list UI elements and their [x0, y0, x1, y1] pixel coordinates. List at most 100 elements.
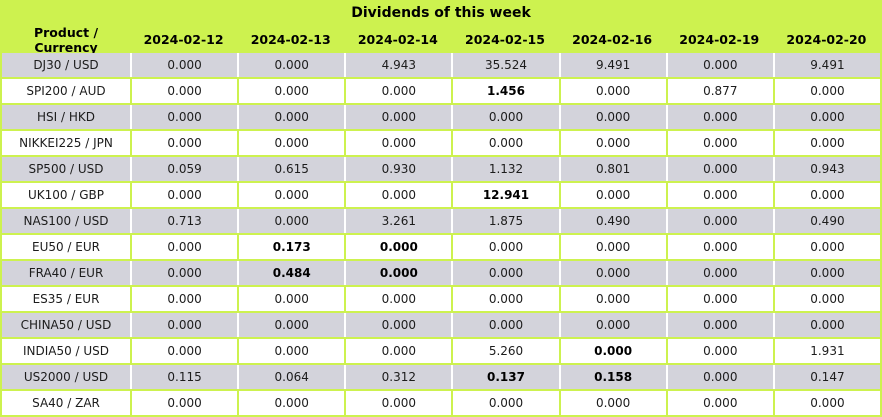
dividend-value-cell: 0.000: [130, 79, 238, 103]
dividend-value-cell: 0.000: [344, 391, 452, 415]
table-row: DJ30 / USD 0.000 0.000 4.943 35.524 9.491 0.00…: [2, 53, 880, 77]
dividend-value-cell: 0.000: [237, 287, 345, 311]
dividend-value-cell: 0.000: [772, 313, 880, 337]
dividend-value-cell: 0.000: [665, 157, 773, 181]
dividend-value-cell: 0.000: [451, 131, 559, 155]
dividend-value-cell: 0.000: [344, 339, 452, 363]
dividend-value-cell: 0.000: [665, 287, 773, 311]
dividend-value-cell: 0.000: [558, 235, 666, 259]
dividend-value-cell: 0.000: [772, 391, 880, 415]
table-row: FRA40 / EUR 0.000 0.484 0.000 0.000 0.000 0.00…: [2, 261, 880, 285]
dividend-value-cell: 0.147: [772, 365, 880, 389]
dividend-value-cell: 0.943: [772, 157, 880, 181]
dividend-value-cell: 0.000: [558, 105, 666, 129]
dividend-value-cell: 0.000: [665, 313, 773, 337]
date-column-header: 2024-02-14: [357, 32, 438, 47]
dividend-value-cell: 0.000: [558, 313, 666, 337]
dividend-value-cell: 0.000: [772, 235, 880, 259]
dividend-value-cell: 0.000: [130, 287, 238, 311]
dividend-value-cell: 0.000: [772, 261, 880, 285]
dividend-value-cell: 0.000: [451, 391, 559, 415]
dividend-value-cell: 0.000: [130, 53, 238, 77]
dividend-value-cell: 5.260: [451, 339, 559, 363]
dividend-value-cell: 0.000: [451, 235, 559, 259]
dividend-value-cell: 0.000: [451, 287, 559, 311]
dividend-value-cell: 0.000: [451, 313, 559, 337]
product-currency-cell: DJ30 / USD: [2, 53, 130, 77]
dividend-value-cell: 0.000: [665, 339, 773, 363]
dividend-value-cell: 1.132: [451, 157, 559, 181]
dividend-value-cell: 0.000: [130, 105, 238, 129]
dividend-value-cell: 0.000: [130, 183, 238, 207]
date-column-header: 2024-02-12: [143, 32, 224, 47]
dividend-value-cell: 0.000: [237, 131, 345, 155]
dividend-value-cell: 0.484: [237, 261, 345, 285]
date-column-header: 2024-02-13: [250, 32, 331, 47]
dividend-value-cell: 0.000: [344, 131, 452, 155]
dividend-value-cell: 0.000: [665, 365, 773, 389]
dividend-value-cell: 0.000: [130, 339, 238, 363]
dividend-value-cell: 3.261: [344, 209, 452, 233]
dividend-value-cell: 0.000: [130, 261, 238, 285]
dividend-value-cell: 0.713: [130, 209, 238, 233]
date-column-header: 2024-02-16: [572, 32, 653, 47]
dividend-value-cell: 0.000: [237, 183, 345, 207]
dividend-value-cell: 0.000: [130, 391, 238, 415]
dividend-value-cell: 0.000: [558, 79, 666, 103]
dividend-value-cell: 0.059: [130, 157, 238, 181]
product-currency-cell: SA40 / ZAR: [2, 391, 130, 415]
table-row: HSI / HKD 0.000 0.000 0.000 0.000 0.000 0.000 0…: [2, 105, 880, 129]
product-currency-cell: NAS100 / USD: [2, 209, 130, 233]
dividend-value-cell: 0.000: [772, 131, 880, 155]
dividend-value-cell: 0.000: [451, 261, 559, 285]
product-currency-cell: NIKKEI225 / JPN: [2, 131, 130, 155]
dividend-value-cell: 0.000: [665, 183, 773, 207]
dividend-value-cell: 0.137: [451, 365, 559, 389]
dividend-value-cell: 0.000: [451, 105, 559, 129]
dividend-value-cell: 0.000: [344, 79, 452, 103]
dividend-value-cell: 12.941: [451, 183, 559, 207]
product-currency-cell: CHINA50 / USD: [2, 313, 130, 337]
table-row: NAS100 / USD 0.713 0.000 3.261 1.875 0.490 0.0…: [2, 209, 880, 233]
product-currency-cell: SPI200 / AUD: [2, 79, 130, 103]
dividend-value-cell: 0.000: [665, 391, 773, 415]
dividend-value-cell: 0.000: [237, 209, 345, 233]
table-row: US2000 / USD 0.115 0.064 0.312 0.137 0.158 0.0…: [2, 365, 880, 389]
dividend-value-cell: 0.801: [558, 157, 666, 181]
product-currency-column-header: Product / Currency: [33, 24, 99, 55]
date-column-header: 2024-02-20: [786, 32, 867, 47]
dividend-value-cell: 0.000: [130, 235, 238, 259]
dividend-value-cell: 0.000: [344, 183, 452, 207]
dividend-value-cell: 0.158: [558, 365, 666, 389]
dividend-value-cell: 0.000: [237, 105, 345, 129]
table-row: EU50 / EUR 0.000 0.173 0.000 0.000 0.000 0.000…: [2, 235, 880, 259]
dividend-value-cell: 0.000: [665, 105, 773, 129]
product-currency-cell: ES35 / EUR: [2, 287, 130, 311]
dividend-value-cell: 0.000: [237, 339, 345, 363]
dividend-value-cell: 0.490: [772, 209, 880, 233]
dividend-value-cell: 0.173: [237, 235, 345, 259]
product-currency-cell: SP500 / USD: [2, 157, 130, 181]
dividend-value-cell: 0.000: [665, 131, 773, 155]
dividend-value-cell: 0.000: [237, 79, 345, 103]
dividend-value-cell: 35.524: [451, 53, 559, 77]
table-row: INDIA50 / USD 0.000 0.000 0.000 5.260 0.000 0.…: [2, 339, 880, 363]
product-currency-cell: EU50 / EUR: [2, 235, 130, 259]
dividend-value-cell: 0.000: [665, 53, 773, 77]
dividend-value-cell: 0.000: [558, 183, 666, 207]
dividend-value-cell: 0.312: [344, 365, 452, 389]
dividend-value-cell: 9.491: [558, 53, 666, 77]
dividend-value-cell: 0.000: [772, 183, 880, 207]
dividend-value-cell: 0.000: [344, 261, 452, 285]
product-currency-cell: FRA40 / EUR: [2, 261, 130, 285]
dividend-value-cell: 0.000: [130, 131, 238, 155]
table-header-row: Product / Currency 2024-02-12 2024-02-13 2…: [2, 24, 880, 55]
dividend-value-cell: 0.000: [237, 53, 345, 77]
dividend-value-cell: 0.000: [772, 79, 880, 103]
dividend-value-cell: 0.000: [558, 391, 666, 415]
dividend-value-cell: 0.000: [344, 235, 452, 259]
dividend-value-cell: 1.456: [451, 79, 559, 103]
table-row: SA40 / ZAR 0.000 0.000 0.000 0.000 0.000 0.000…: [2, 391, 880, 415]
dividend-value-cell: 0.000: [344, 105, 452, 129]
